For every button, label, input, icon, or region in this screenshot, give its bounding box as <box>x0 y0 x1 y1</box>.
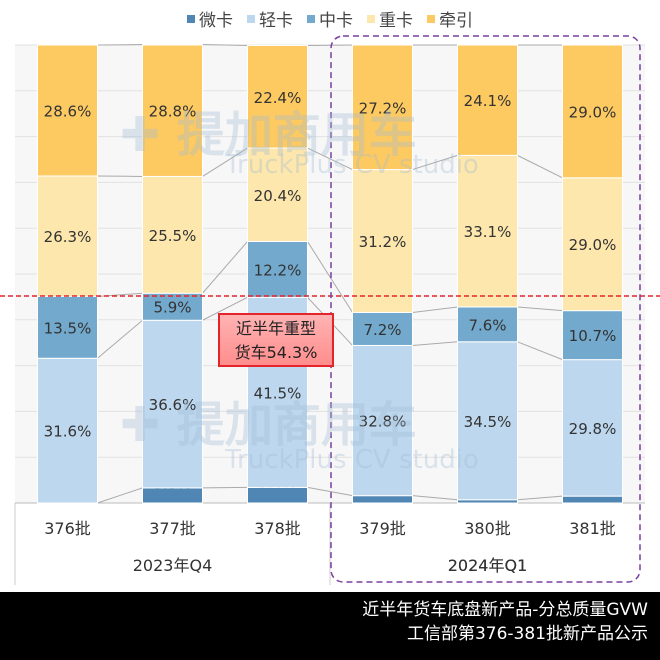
legend-swatch <box>247 14 255 23</box>
legend: 微卡 轻卡 中卡 重卡 牵引 <box>0 6 660 31</box>
data-label: 13.5% <box>44 319 92 337</box>
bar-segment <box>142 292 203 321</box>
bar-segment <box>37 175 98 297</box>
highlight-box <box>330 35 641 583</box>
legend-item: 牵引 <box>427 6 473 31</box>
annotation-box: 近半年重型 货车54.3% <box>218 313 334 367</box>
bar-segment <box>247 44 308 149</box>
series-line <box>202 296 248 321</box>
series-line <box>307 241 353 313</box>
legend-item: 轻卡 <box>247 6 293 31</box>
bar-segment <box>562 310 623 361</box>
series-line <box>517 154 563 179</box>
bar-segment <box>562 177 623 312</box>
data-label: 28.8% <box>149 103 197 121</box>
stacked-bar-chart: 31.6%13.5%26.3%28.6%376批3.3%36.6%5.9%25.… <box>0 35 660 585</box>
data-label: 32.8% <box>359 413 407 431</box>
bar-segment <box>352 44 413 171</box>
group-label: 2024年Q1 <box>448 556 528 575</box>
bar-segment <box>37 295 98 359</box>
series-line <box>517 495 563 501</box>
bar-segment <box>37 357 98 504</box>
data-label: 33.1% <box>464 223 512 241</box>
bar-segment <box>352 311 413 346</box>
legend-swatch <box>427 14 435 23</box>
bar-segment <box>142 175 203 294</box>
bar-segment <box>562 359 623 497</box>
x-tick-label: 381批 <box>569 519 616 538</box>
data-label: 29.0% <box>569 103 617 121</box>
series-line <box>202 44 248 46</box>
series-line <box>412 495 458 501</box>
data-label: 7.6% <box>468 316 506 334</box>
footer-line1: 近半年货车底盘新产品-分总质量GVW <box>362 600 648 620</box>
series-line <box>307 486 353 497</box>
data-label: 31.6% <box>44 423 92 441</box>
series-line <box>202 241 248 294</box>
series-line <box>307 147 353 171</box>
data-label: 31.2% <box>359 233 407 251</box>
data-label: 20.4% <box>254 187 302 205</box>
annotation-line1: 近半年重型 <box>235 319 316 338</box>
bar-segment <box>562 44 623 179</box>
legend-label: 中卡 <box>319 11 353 31</box>
data-label: 41.5% <box>254 384 302 402</box>
data-label: 12.2% <box>254 261 302 279</box>
x-tick-label: 379批 <box>359 519 406 538</box>
data-label: 26.3% <box>44 228 92 246</box>
series-line <box>97 319 143 359</box>
legend-swatch <box>187 14 195 23</box>
legend-item: 重卡 <box>367 6 413 31</box>
annotation-line2: 货车54.3% <box>234 343 318 362</box>
data-label: 29.0% <box>569 236 617 254</box>
x-tick-label: 376批 <box>44 519 91 538</box>
legend-label: 重卡 <box>379 11 413 31</box>
series-line <box>517 341 563 361</box>
bar-segment <box>247 240 308 298</box>
legend-label: 微卡 <box>199 11 233 31</box>
x-tick-label: 378批 <box>254 519 301 538</box>
bar-segment <box>142 44 203 177</box>
bar-segment <box>142 319 203 489</box>
data-label: 28.6% <box>44 102 92 120</box>
group-label: 2023年Q4 <box>133 556 213 575</box>
footer: 近半年货车底盘新产品-分总质量GVW 工信部第376-381批新产品公示 <box>0 592 660 660</box>
data-label: 5.9% <box>153 299 191 317</box>
bar-segment <box>37 44 98 177</box>
data-label: 25.5% <box>149 227 197 245</box>
bar-segment <box>352 495 413 504</box>
footer-line2: 工信部第376-381批新产品公示 <box>406 624 648 644</box>
highlight-group-label: 2024年Q1 <box>448 556 528 575</box>
legend-label: 牵引 <box>439 11 473 31</box>
bar-segment <box>352 344 413 497</box>
data-label: 10.7% <box>569 327 617 345</box>
bar-segment <box>247 147 308 242</box>
data-label: 29.8% <box>569 420 617 438</box>
bar-segment <box>457 154 518 308</box>
legend-item: 微卡 <box>187 6 233 31</box>
series-line <box>412 306 458 313</box>
series-line <box>97 487 143 504</box>
bar-segment <box>457 306 518 343</box>
x-tick-label: 380批 <box>464 519 511 538</box>
data-label: 27.2% <box>359 99 407 117</box>
data-label: 34.5% <box>464 413 512 431</box>
legend-item: 中卡 <box>307 6 353 31</box>
series-line <box>412 154 458 171</box>
series-line <box>517 306 563 312</box>
legend-swatch <box>367 14 375 23</box>
bar-segment <box>562 495 623 504</box>
series-line <box>412 341 458 346</box>
data-label: 24.1% <box>464 92 512 110</box>
x-tick-label: 377批 <box>149 519 196 538</box>
data-label: 22.4% <box>254 89 302 107</box>
legend-swatch <box>307 14 315 23</box>
bar-segment <box>352 169 413 313</box>
series-line <box>202 147 248 177</box>
data-label: 36.6% <box>149 396 197 414</box>
data-label: 7.2% <box>363 321 401 339</box>
legend-label: 轻卡 <box>259 11 293 31</box>
bar-segment <box>457 44 518 156</box>
